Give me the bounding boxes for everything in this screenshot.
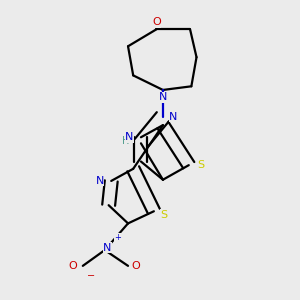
Text: O: O	[68, 261, 77, 271]
Text: +: +	[114, 233, 121, 242]
Text: −: −	[86, 271, 94, 281]
Text: O: O	[152, 17, 161, 27]
Text: N: N	[125, 132, 134, 142]
Text: H: H	[122, 136, 129, 146]
Text: N: N	[103, 243, 112, 253]
Text: S: S	[161, 210, 168, 220]
Text: N: N	[95, 176, 104, 186]
Text: N: N	[169, 112, 177, 122]
Text: O: O	[131, 261, 140, 271]
Text: S: S	[197, 160, 204, 170]
Text: N: N	[159, 92, 167, 102]
